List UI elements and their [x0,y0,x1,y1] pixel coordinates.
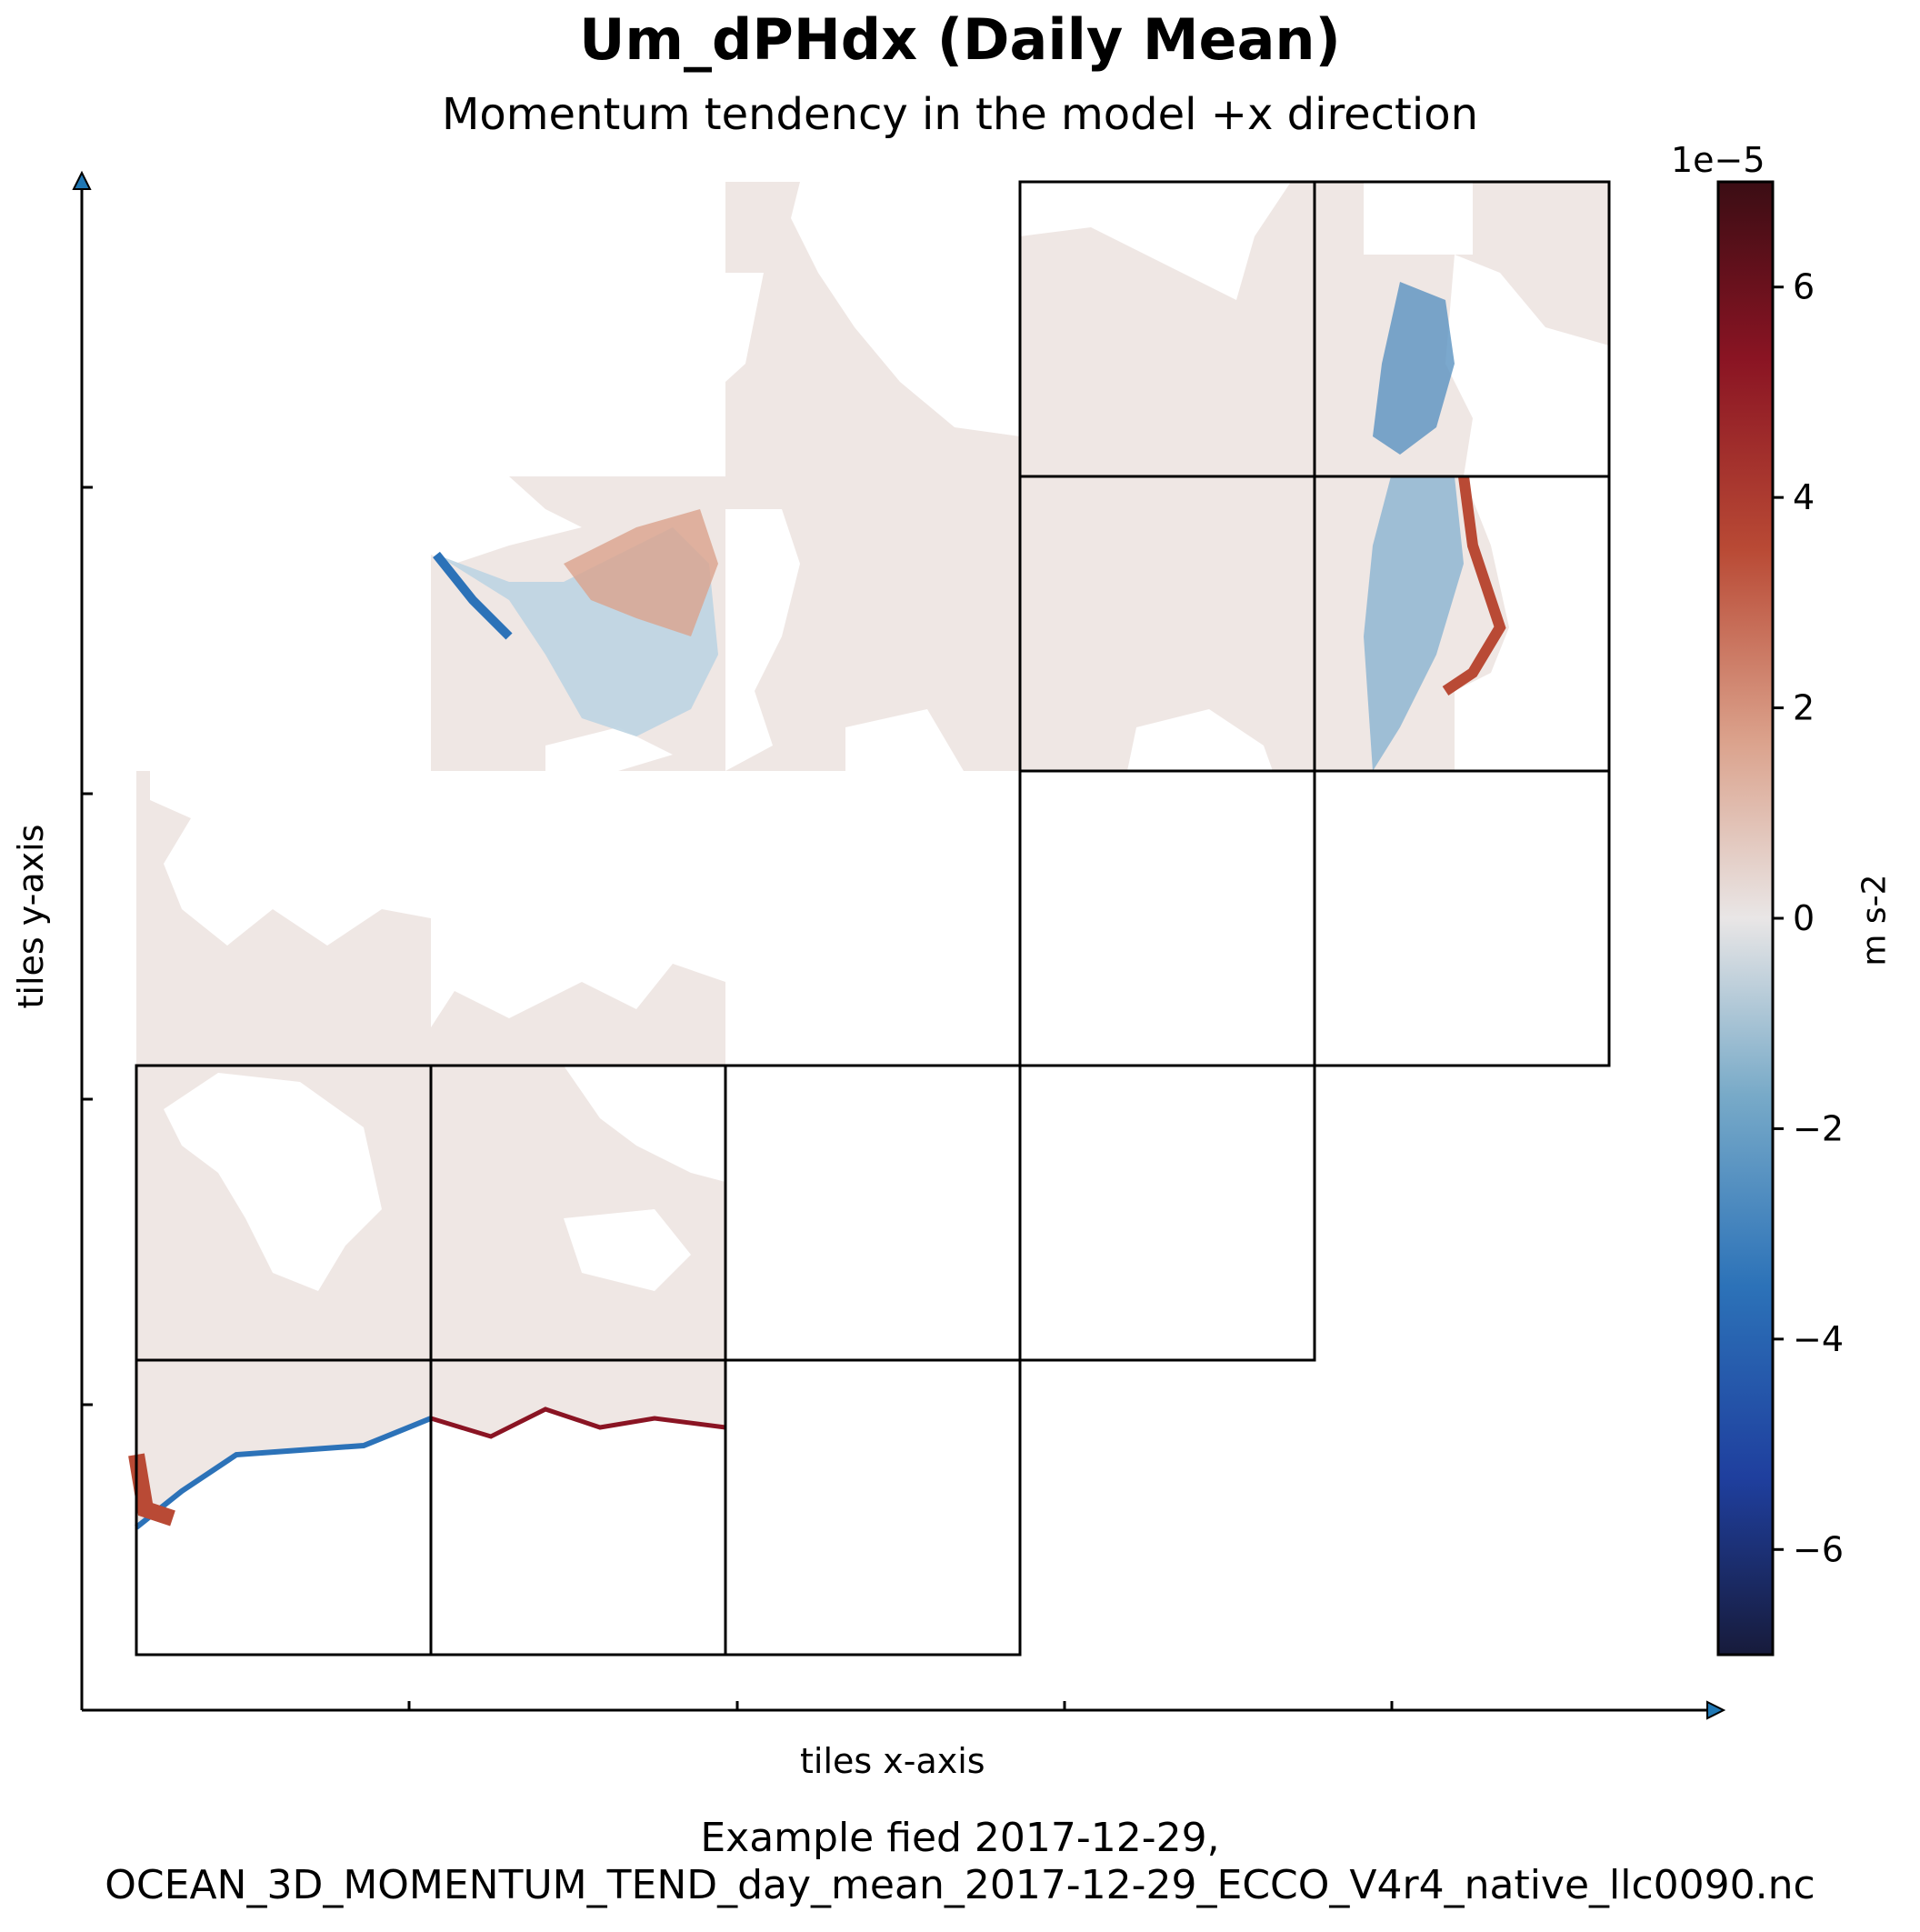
tile-border [724,1358,1022,1657]
colorbar-label: m s-2 [1855,874,1894,966]
field-anomaly [564,509,718,636]
field-edge [433,551,513,640]
colorbar-ticks: 6 4 2 0 −2 −4 −6 [1773,267,1844,1569]
tile-border [1018,769,1316,1067]
land-mask [1020,182,1291,300]
land-mask [1455,476,1609,771]
field-anomaly [1373,282,1455,455]
field-edge [128,1453,175,1527]
x-axis-arrow [1706,1700,1726,1720]
chart-title: Um_dPHdx (Daily Mean) [579,6,1341,73]
chart-subtitle: Momentum tendency in the model +x direct… [442,89,1478,140]
field-edge [1442,475,1506,696]
field-anomaly [1364,476,1464,771]
land-mask [431,1409,725,1655]
colorbar-tick-label: −4 [1793,1319,1844,1359]
tile-grid [135,180,1611,1657]
colorbar-tick-label: 0 [1793,898,1815,938]
land-mask [725,182,1020,436]
footer-line-2: OCEAN_3D_MOMENTUM_TEND_day_mean_2017-12-… [105,1862,1815,1908]
colorbar-tick-label: 4 [1793,477,1815,517]
land-mask [136,1418,431,1655]
field-edge [430,1406,726,1439]
tile-border [1018,1064,1316,1362]
colorbar-tick-label: 6 [1793,267,1815,307]
tile-fields [128,182,1609,1655]
y-axis-label: tiles y-axis [11,824,51,1009]
land-mask [1364,182,1609,476]
land-mask [164,1073,382,1291]
land-mask [431,771,725,1027]
tile-border [1313,180,1611,478]
field-edge [135,1416,433,1530]
axis-ticks [82,486,1394,1710]
colorbar-multiplier: 1e−5 [1671,140,1765,180]
tile-border [724,1064,1022,1362]
footer-caption: Example fied 2017-12-29, OCEAN_3D_MOMENT… [0,1815,1920,1909]
land-mask [431,476,673,771]
x-axis-label: tiles x-axis [800,1741,985,1781]
footer-line-1: Example fied 2017-12-29, [700,1815,1220,1861]
land-mask [150,771,431,946]
axes [72,170,1726,1720]
colorbar [1716,180,1775,1657]
colorbar-tick-label: 2 [1793,688,1815,728]
land-mask [1127,709,1273,771]
land-mask [431,1066,725,1291]
colorbar-tick-label: −6 [1793,1529,1844,1569]
tile-border [1313,769,1611,1067]
y-axis-arrow [72,170,92,190]
colorbar-tick-label: −2 [1793,1108,1844,1148]
land-mask [725,509,964,771]
